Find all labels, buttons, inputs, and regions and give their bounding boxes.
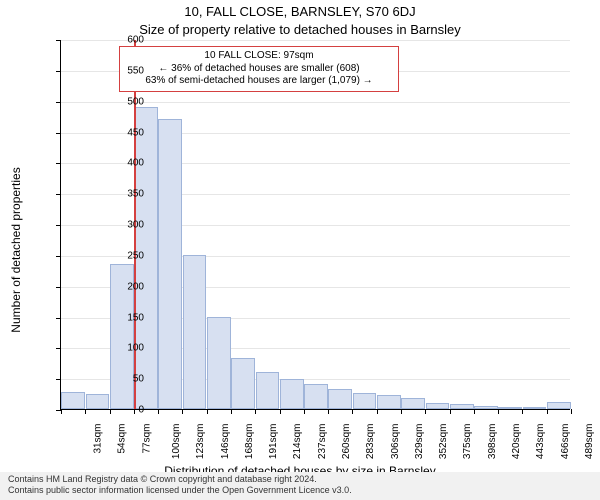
ytick-mark <box>56 225 61 226</box>
xtick-label: 375sqm <box>463 424 474 460</box>
xtick-label: 123sqm <box>195 424 206 460</box>
histogram-bar <box>547 402 571 409</box>
xtick-label: 420sqm <box>511 424 522 460</box>
xtick-mark <box>522 409 523 414</box>
xtick-label: 352sqm <box>438 424 449 460</box>
histogram-bar <box>158 119 182 409</box>
ytick-label: 350 <box>94 189 144 200</box>
xtick-mark <box>377 409 378 414</box>
xtick-label: 146sqm <box>220 424 231 460</box>
footer-line1: Contains HM Land Registry data © Crown c… <box>8 474 592 485</box>
xtick-label: 260sqm <box>341 424 352 460</box>
ytick-mark <box>56 318 61 319</box>
xtick-mark <box>474 409 475 414</box>
xtick-mark <box>85 409 86 414</box>
xtick-label: 54sqm <box>117 424 128 454</box>
ytick-label: 100 <box>94 343 144 354</box>
chart-container: { "titles": { "line1": "10, FALL CLOSE, … <box>0 0 600 500</box>
xtick-mark <box>158 409 159 414</box>
footer-line2: Contains public sector information licen… <box>8 485 592 496</box>
ytick-label: 150 <box>94 312 144 323</box>
histogram-bar <box>256 372 280 409</box>
xtick-label: 443sqm <box>535 424 546 460</box>
xtick-mark <box>450 409 451 414</box>
histogram-bar <box>207 317 231 410</box>
annotation-box: 10 FALL CLOSE: 97sqm← 36% of detached ho… <box>119 46 399 92</box>
xtick-mark <box>328 409 329 414</box>
ytick-label: 250 <box>94 250 144 261</box>
histogram-bar <box>523 407 547 409</box>
ytick-mark <box>56 194 61 195</box>
xtick-mark <box>255 409 256 414</box>
xtick-mark <box>401 409 402 414</box>
histogram-bar <box>474 406 498 409</box>
ytick-mark <box>56 133 61 134</box>
ytick-mark <box>56 40 61 41</box>
ytick-label: 300 <box>94 220 144 231</box>
histogram-bar <box>377 395 401 409</box>
xtick-label: 237sqm <box>317 424 328 460</box>
xtick-label: 77sqm <box>141 424 152 454</box>
xtick-mark <box>182 409 183 414</box>
ytick-mark <box>56 102 61 103</box>
xtick-label: 31sqm <box>93 424 104 454</box>
histogram-bar <box>353 393 377 409</box>
histogram-bar <box>498 407 522 409</box>
ytick-label: 50 <box>94 374 144 385</box>
xtick-mark <box>571 409 572 414</box>
ytick-mark <box>56 163 61 164</box>
ytick-mark <box>56 256 61 257</box>
ytick-label: 550 <box>94 65 144 76</box>
annotation-line: 10 FALL CLOSE: 97sqm <box>126 50 392 63</box>
xtick-label: 168sqm <box>244 424 255 460</box>
footer-attribution: Contains HM Land Registry data © Crown c… <box>0 472 600 500</box>
xtick-label: 214sqm <box>293 424 304 460</box>
ytick-mark <box>56 348 61 349</box>
histogram-bar <box>426 403 450 409</box>
xtick-mark <box>352 409 353 414</box>
ytick-label: 200 <box>94 281 144 292</box>
xtick-label: 306sqm <box>390 424 401 460</box>
histogram-bar <box>304 384 328 409</box>
xtick-label: 329sqm <box>414 424 425 460</box>
histogram-bar <box>328 389 352 409</box>
xtick-label: 466sqm <box>560 424 571 460</box>
ytick-label: 500 <box>94 96 144 107</box>
xtick-mark <box>547 409 548 414</box>
xtick-mark <box>207 409 208 414</box>
ytick-label: 450 <box>94 127 144 138</box>
histogram-bar <box>401 398 425 409</box>
xtick-label: 191sqm <box>268 424 279 460</box>
ytick-mark <box>56 71 61 72</box>
xtick-mark <box>280 409 281 414</box>
histogram-bar <box>231 358 255 409</box>
histogram-bar <box>280 379 304 409</box>
histogram-bar <box>183 255 207 409</box>
page-title-line1: 10, FALL CLOSE, BARNSLEY, S70 6DJ <box>0 4 600 19</box>
ytick-mark <box>56 287 61 288</box>
xtick-mark <box>425 409 426 414</box>
ytick-mark <box>56 379 61 380</box>
xtick-label: 489sqm <box>584 424 595 460</box>
xtick-label: 100sqm <box>171 424 182 460</box>
page-title-line2: Size of property relative to detached ho… <box>0 22 600 37</box>
xtick-label: 398sqm <box>487 424 498 460</box>
xtick-mark <box>61 409 62 414</box>
annotation-line: ← 36% of detached houses are smaller (60… <box>126 63 392 76</box>
xtick-mark <box>231 409 232 414</box>
xtick-mark <box>498 409 499 414</box>
y-axis-label: Number of detached properties <box>9 167 23 332</box>
ytick-label: 0 <box>94 405 144 416</box>
annotation-line: 63% of semi-detached houses are larger (… <box>126 75 392 88</box>
xtick-mark <box>304 409 305 414</box>
histogram-bar <box>61 392 85 409</box>
histogram-bar <box>450 404 474 409</box>
ytick-label: 400 <box>94 158 144 169</box>
xtick-label: 283sqm <box>365 424 376 460</box>
ytick-label: 600 <box>94 35 144 46</box>
